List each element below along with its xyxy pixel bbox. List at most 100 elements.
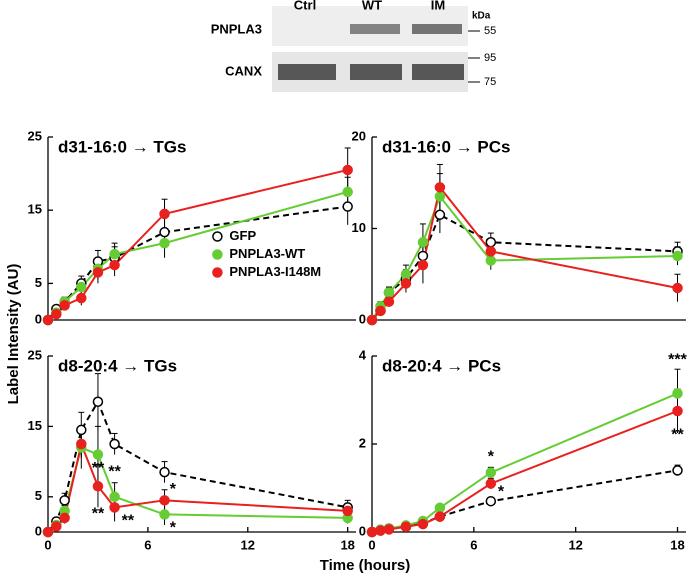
annotation: ** (92, 460, 105, 477)
point (109, 248, 120, 260)
x-tick-label: 0 (44, 537, 51, 552)
point (92, 396, 104, 408)
marker-label: 55 (484, 25, 496, 37)
point (375, 525, 386, 536)
point (109, 502, 120, 513)
point (159, 237, 170, 249)
annotation: ** (671, 426, 684, 443)
point (366, 314, 378, 326)
point (375, 305, 386, 317)
legend-marker (212, 267, 223, 278)
point (485, 255, 497, 266)
y-tick-label: 10 (352, 220, 366, 235)
point (159, 495, 170, 506)
lane-label: IM (431, 0, 445, 12)
point (485, 467, 497, 478)
series-line (371, 392, 678, 533)
y-tick-label: 20 (352, 128, 366, 143)
legend-marker (212, 249, 223, 260)
x-tick-label: 0 (368, 537, 375, 552)
y-tick-label: 5 (35, 275, 42, 290)
point (109, 259, 120, 271)
y-tick-label: 25 (28, 128, 42, 143)
point (485, 495, 497, 507)
y-tick-label: 5 (35, 488, 42, 503)
point (400, 278, 412, 289)
unit-label: kDa (472, 11, 491, 22)
point (672, 405, 683, 417)
point (434, 209, 446, 221)
point (672, 282, 683, 294)
point (417, 236, 429, 248)
chart-title: d31-16:0 → TGs (58, 137, 187, 156)
legend-label: GFP (229, 228, 256, 243)
y-tick-label: 2 (359, 435, 366, 450)
point (51, 521, 62, 532)
y-tick-label: 0 (35, 311, 42, 326)
point (434, 511, 446, 522)
chart-title: d8-20:4 → TGs (58, 356, 177, 375)
annotation: * (170, 520, 177, 537)
point (400, 521, 412, 532)
point (109, 491, 120, 503)
point (92, 449, 104, 460)
annotation: * (488, 448, 495, 465)
legend-label: PNPLA3-I148M (229, 264, 321, 279)
point (342, 505, 353, 517)
point (485, 246, 497, 257)
point (76, 424, 87, 436)
series-line (371, 213, 678, 321)
point (159, 466, 170, 478)
y-tick-label: 25 (28, 347, 42, 362)
lane-label: Ctrl (294, 0, 316, 12)
x-tick-label: 12 (241, 537, 255, 552)
annotation: ** (108, 463, 121, 480)
blot-band (350, 24, 400, 34)
point (159, 509, 170, 520)
point (76, 281, 87, 293)
legend-marker (212, 231, 223, 242)
point (383, 524, 395, 535)
point (92, 267, 104, 278)
annotation: * (170, 481, 177, 498)
x-axis-label: Time (hours) (320, 557, 411, 574)
y-tick-label: 0 (359, 523, 366, 538)
y-tick-label: 15 (28, 202, 42, 217)
x-tick-label: 6 (144, 537, 151, 552)
annotation: *** (668, 352, 687, 369)
point (672, 250, 683, 262)
point (342, 164, 353, 176)
point (59, 300, 70, 311)
y-tick-label: 0 (359, 311, 366, 326)
point (400, 269, 412, 280)
y-tick-label: 0 (35, 523, 42, 538)
point (485, 236, 497, 248)
chart-title: d31-16:0 → PCs (382, 137, 511, 156)
y-axis-label: Label Intensity (AU) (5, 264, 22, 405)
point (92, 480, 104, 492)
point (383, 287, 395, 298)
row-label: CANX (225, 63, 262, 78)
point (342, 201, 353, 212)
series-line (47, 399, 348, 533)
y-tick-label: 15 (28, 418, 42, 433)
point (417, 259, 429, 271)
x-tick-label: 18 (670, 537, 684, 552)
point (342, 186, 353, 198)
point (59, 512, 70, 524)
marker-label: 95 (484, 52, 496, 64)
point (672, 388, 683, 399)
y-tick-label: 4 (359, 347, 367, 362)
point (76, 438, 87, 450)
blot-band (278, 64, 336, 80)
annotation: ** (122, 513, 135, 530)
marker-label: 75 (484, 76, 496, 88)
point (366, 526, 378, 538)
point (434, 191, 446, 202)
annotation: ** (92, 506, 105, 523)
blot-band (412, 64, 464, 80)
point (417, 518, 429, 530)
point (434, 502, 446, 514)
x-tick-label: 18 (340, 537, 354, 552)
